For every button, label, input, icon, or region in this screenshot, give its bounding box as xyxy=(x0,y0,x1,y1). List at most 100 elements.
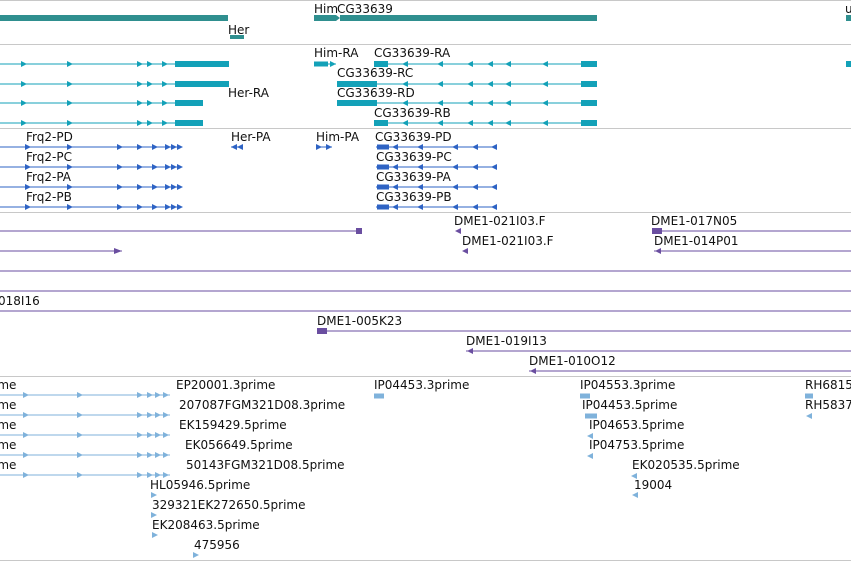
transcript-left-exon[interactable] xyxy=(175,81,229,87)
transcript-cg33639-arrow[interactable] xyxy=(487,100,493,106)
protein-label-cg33639-pd[interactable]: CG33639-PD xyxy=(375,130,452,144)
protein-frq2-arrow[interactable] xyxy=(137,184,143,190)
transcript-left-arrow[interactable] xyxy=(21,100,27,106)
est-label-ek159429-5prime[interactable]: EK159429.5prime xyxy=(179,418,287,432)
protein-frq2-arrow[interactable] xyxy=(165,184,171,190)
est-left-arrow[interactable] xyxy=(23,432,29,438)
protein-cg33639-exon[interactable] xyxy=(377,164,389,170)
protein-cg33639-arrow[interactable] xyxy=(417,184,423,190)
protein-cg33639-arrow[interactable] xyxy=(392,144,398,150)
gene-label-her[interactable]: Her xyxy=(228,23,250,37)
protein-frq2-arrow[interactable] xyxy=(171,184,177,190)
est-left-arrow[interactable] xyxy=(77,412,83,418)
transcript-cg33639-arrow[interactable] xyxy=(505,81,511,87)
transcript-left-arrow[interactable] xyxy=(162,61,168,67)
transcript-left-arrow[interactable] xyxy=(147,61,153,67)
transcript-cg33639-exon-a[interactable] xyxy=(337,81,377,87)
transcript-left-arrow[interactable] xyxy=(67,61,73,67)
transcript-cg33639-arrow[interactable] xyxy=(437,61,443,67)
clone-label-dme1-014p01[interactable]: DME1-014P01 xyxy=(654,234,739,248)
transcript-label-cg33639-rb[interactable]: CG33639-RB xyxy=(374,106,451,120)
protein-label-frq2-pd[interactable]: Frq2-PD xyxy=(26,130,73,144)
transcript-left-arrow[interactable] xyxy=(67,100,73,106)
protein-frq2-arrow[interactable] xyxy=(67,164,73,170)
est-left-arrow[interactable] xyxy=(163,412,169,418)
transcript-left-arrow[interactable] xyxy=(162,120,168,126)
transcript-label-cg33639-rc[interactable]: CG33639-RC xyxy=(337,66,414,80)
est-label-50143fgm321d08-5prime[interactable]: 50143FGM321D08.5prime xyxy=(186,458,345,472)
clone-label-dme1-010o12[interactable]: DME1-010O12 xyxy=(529,354,616,368)
protein-frq2-arrow[interactable] xyxy=(67,144,73,150)
transcript-cg33639-exon-a[interactable] xyxy=(374,61,388,67)
protein-frq2-arrow[interactable] xyxy=(117,184,123,190)
transcript-cg33639-arrow[interactable] xyxy=(437,120,443,126)
protein-cg33639-arrow[interactable] xyxy=(452,204,458,210)
protein-label-frq2-pa[interactable]: Frq2-PA xyxy=(26,170,72,184)
protein-frq2-arrow[interactable] xyxy=(117,144,123,150)
protein-cg33639-arrow[interactable] xyxy=(417,204,423,210)
est-left-arrow[interactable] xyxy=(163,392,169,398)
est-label-ip04753-5prime[interactable]: IP04753.5prime xyxy=(589,438,685,452)
transcript-left-arrow[interactable] xyxy=(147,120,153,126)
protein-frq2-arrow[interactable] xyxy=(171,164,177,170)
transcript-label-cg33639-ra[interactable]: CG33639-RA xyxy=(374,46,451,60)
est-left-arrow[interactable] xyxy=(137,472,143,478)
protein-frq2-arrow[interactable] xyxy=(137,144,143,150)
transcript-cg33639-arrow[interactable] xyxy=(542,61,548,67)
clone-dme1-021i03-arrow[interactable] xyxy=(455,228,461,234)
transcript-cg33639-arrow[interactable] xyxy=(402,81,408,87)
protein-frq2-arrow[interactable] xyxy=(137,204,143,210)
protein-cg33639-exon[interactable] xyxy=(377,144,389,150)
protein-cg33639-exon[interactable] xyxy=(377,184,389,190)
protein-cg33639-arrow[interactable] xyxy=(392,164,398,170)
protein-frq2-arrow[interactable] xyxy=(117,164,123,170)
protein-cg33639-exon[interactable] xyxy=(377,204,389,210)
est-label-207087fgm321d08-3prime[interactable]: 207087FGM321D08.3prime xyxy=(179,398,346,412)
protein-frq2-arrow[interactable] xyxy=(25,204,31,210)
protein-cg33639-arrow[interactable] xyxy=(392,184,398,190)
protein-frq2-arrow[interactable] xyxy=(67,184,73,190)
transcript-cg33639-arrow[interactable] xyxy=(505,61,511,67)
protein-frq2-arrow[interactable] xyxy=(171,144,177,150)
est-ip04453-5prime-glyph[interactable] xyxy=(585,413,597,419)
est-left-arrow[interactable] xyxy=(137,452,143,458)
est-label-ek020535-5prime[interactable]: EK020535.5prime xyxy=(632,458,740,472)
transcript-left-arrow[interactable] xyxy=(162,100,168,106)
est-left-arrow[interactable] xyxy=(163,452,169,458)
transcript-left-arrow[interactable] xyxy=(137,100,143,106)
est-left-arrow[interactable] xyxy=(147,432,153,438)
est-left-arrow[interactable] xyxy=(77,452,83,458)
protein-frq2-arrow[interactable] xyxy=(152,144,158,150)
protein-frq2-arrow[interactable] xyxy=(165,164,171,170)
protein-label-frq2-pb[interactable]: Frq2-PB xyxy=(26,190,72,204)
gene-u-feature[interactable] xyxy=(846,15,851,21)
transcript-left-arrow[interactable] xyxy=(67,120,73,126)
est-ek208463-glyph[interactable] xyxy=(152,532,158,538)
est-label-row5-left[interactable]: ime xyxy=(0,458,17,472)
est-label-329321ek272650-5prime[interactable]: 329321EK272650.5prime xyxy=(152,498,306,512)
transcript-u-exon[interactable] xyxy=(846,61,851,67)
transcript-left-arrow[interactable] xyxy=(162,81,168,87)
transcript-cg33639-exon-b[interactable] xyxy=(581,100,597,106)
transcript-cg33639-arrow[interactable] xyxy=(487,81,493,87)
protein-cg33639-arrow[interactable] xyxy=(472,204,478,210)
transcript-cg33639-exon-b[interactable] xyxy=(581,120,597,126)
protein-cg33639-arrow[interactable] xyxy=(392,204,398,210)
est-left-arrow[interactable] xyxy=(147,392,153,398)
protein-cg33639-arrow[interactable] xyxy=(472,184,478,190)
protein-label-cg33639-pa[interactable]: CG33639-PA xyxy=(376,170,451,184)
transcript-cg33639-arrow[interactable] xyxy=(467,81,473,87)
protein-frq2-arrow[interactable] xyxy=(171,204,177,210)
transcript-left-arrow[interactable] xyxy=(137,61,143,67)
est-19004-glyph[interactable] xyxy=(632,492,638,498)
est-left-arrow[interactable] xyxy=(155,412,161,418)
est-label-rh5837[interactable]: RH5837 xyxy=(805,398,851,412)
transcript-left-arrow[interactable] xyxy=(21,81,27,87)
est-ip04753-5prime-glyph[interactable] xyxy=(587,453,593,459)
est-label-475956[interactable]: 475956 xyxy=(194,538,240,552)
clone-end-017n05[interactable] xyxy=(652,228,662,234)
protein-frq2-arrow[interactable] xyxy=(137,164,143,170)
protein-cg33639-arrow[interactable] xyxy=(472,164,478,170)
protein-frq2-arrow[interactable] xyxy=(165,144,171,150)
protein-label-her-pa[interactable]: Her-PA xyxy=(231,130,271,144)
